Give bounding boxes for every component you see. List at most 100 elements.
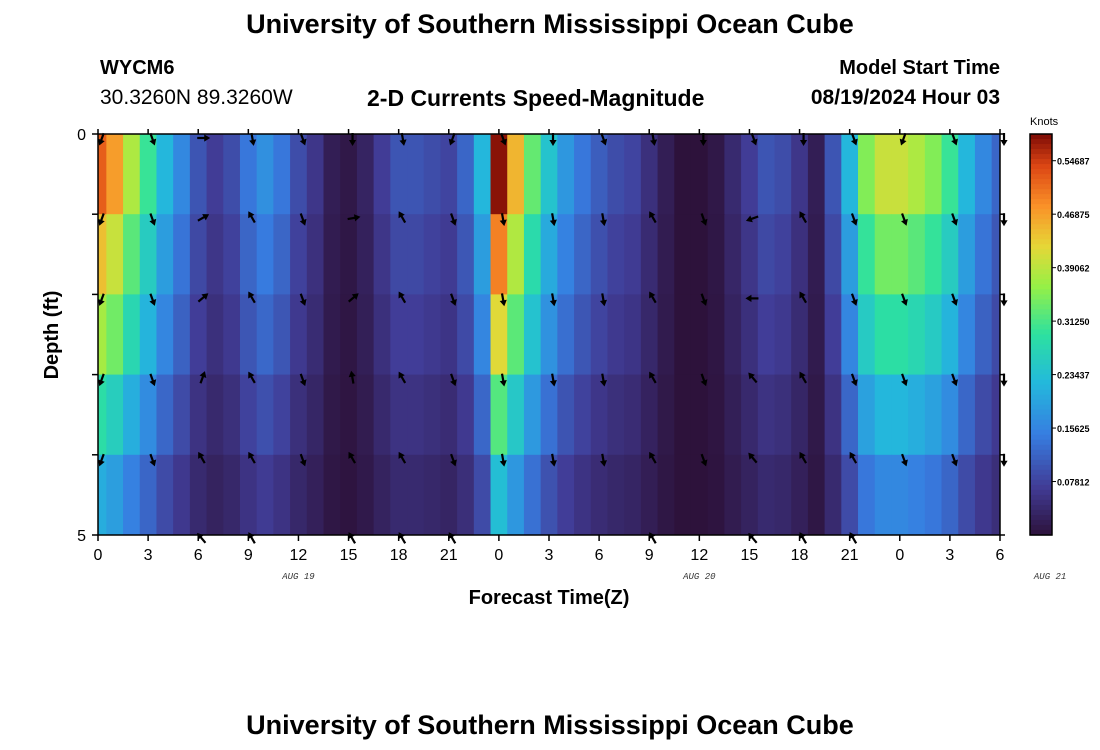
heatmap-cell	[306, 134, 325, 215]
heatmap-cell	[256, 134, 274, 215]
heatmap-cell	[390, 134, 408, 215]
heatmap-cell	[974, 294, 993, 376]
heatmap-cell	[156, 134, 174, 215]
colorbar-segment	[1030, 229, 1052, 235]
heatmap-cell	[774, 294, 792, 376]
heatmap-cell	[440, 294, 458, 376]
heatmap-cell	[306, 294, 325, 376]
colorbar-segment	[1030, 439, 1052, 446]
heatmap-cell	[607, 134, 625, 215]
heatmap-cell	[457, 134, 475, 215]
colorbar-segment	[1030, 524, 1052, 531]
heatmap-cell	[574, 134, 592, 215]
current-arrow	[599, 453, 608, 467]
colorbar-segment	[1030, 454, 1052, 461]
x-tick-label: 15	[741, 547, 759, 564]
heatmap-cell	[540, 134, 558, 215]
heatmap-cell	[540, 454, 558, 536]
colorbar-segment	[1030, 154, 1052, 160]
x-tick-label: 6	[194, 547, 203, 564]
heatmap-cell	[974, 374, 993, 456]
current-arrow	[599, 373, 608, 387]
colorbar-segment	[1030, 309, 1052, 316]
current-arrow	[850, 213, 858, 226]
heatmap-cell	[156, 374, 174, 456]
colorbar-segment	[1030, 359, 1052, 366]
heatmap-cell	[123, 374, 141, 456]
heatmap-cell	[574, 214, 592, 295]
colorbar-segment	[1030, 409, 1052, 416]
heatmap-cell	[757, 214, 776, 295]
current-arrow	[499, 213, 507, 227]
heatmap-cell	[674, 134, 692, 215]
heatmap-cell	[991, 214, 1000, 295]
heatmap-cell	[440, 374, 458, 456]
heatmap-cell	[273, 294, 291, 376]
heatmap-cell	[574, 294, 592, 376]
station-coords: 30.3260N 89.3260W	[100, 86, 293, 109]
heatmap-cell	[206, 134, 224, 215]
colorbar-segment	[1030, 339, 1052, 346]
heatmap-cell	[858, 134, 876, 215]
current-arrow	[149, 213, 157, 226]
colorbar-segment	[1030, 379, 1052, 386]
heatmap-cell	[256, 374, 274, 456]
heatmap-cell	[523, 454, 542, 536]
heatmap-cell	[206, 294, 224, 376]
current-arrow	[450, 373, 457, 387]
current-arrow	[549, 453, 557, 467]
current-arrow	[398, 451, 407, 464]
heatmap-cell	[407, 214, 425, 295]
heatmap-cell	[356, 294, 375, 376]
colorbar-segment	[1030, 334, 1052, 341]
heatmap-cell	[958, 374, 976, 456]
heatmap-cell	[908, 454, 926, 536]
colorbar-segment	[1030, 184, 1052, 190]
heatmap-cell	[557, 294, 575, 376]
date-label: AUG 21	[1033, 572, 1066, 582]
current-arrow	[748, 372, 758, 384]
colorbar-segment	[1030, 269, 1052, 275]
current-arrow	[951, 373, 958, 387]
colorbar-segment	[1030, 474, 1052, 481]
current-arrow	[850, 293, 858, 306]
colorbar-tick-label: 0.07812	[1057, 478, 1090, 488]
colorbar-segment	[1030, 234, 1052, 240]
heatmap-cell	[290, 294, 308, 376]
heatmap-cell	[490, 134, 508, 215]
x-tick-label: 3	[545, 547, 554, 564]
heatmap-cell	[924, 454, 943, 536]
x-tick-label: 3	[144, 547, 153, 564]
current-arrow	[901, 213, 908, 226]
colorbar-segment	[1030, 464, 1052, 471]
heatmap-cell	[306, 214, 325, 295]
colorbar-segment	[1030, 284, 1052, 290]
current-arrow	[700, 453, 708, 467]
heatmap-cell	[624, 134, 642, 215]
colorbar-tick-label: 0.15625	[1057, 424, 1090, 434]
heatmap-cell	[557, 374, 575, 456]
current-arrow	[901, 453, 908, 467]
heatmap-cell	[974, 454, 993, 536]
heatmap-cell	[156, 294, 174, 376]
current-arrow	[748, 452, 758, 464]
heatmap-cell	[640, 134, 659, 215]
heatmap-cell	[791, 294, 809, 376]
colorbar-segment	[1030, 139, 1052, 145]
heatmap-cell	[557, 214, 575, 295]
heatmap-cell	[557, 454, 575, 536]
heatmap-cells	[98, 134, 1000, 536]
heatmap-cell	[139, 294, 158, 376]
heatmap-cell	[724, 214, 742, 295]
current-arrow	[901, 293, 908, 306]
colorbar-label: Knots	[1030, 116, 1059, 128]
heatmap-cell	[824, 374, 842, 456]
colorbar-segment	[1030, 144, 1052, 150]
heatmap-cell	[98, 294, 107, 376]
colorbar-segment	[1030, 449, 1052, 456]
current-arrow	[599, 293, 608, 307]
heatmap-cell	[674, 374, 692, 456]
x-tick-label: 21	[440, 547, 458, 564]
colorbar-segment	[1030, 329, 1052, 336]
